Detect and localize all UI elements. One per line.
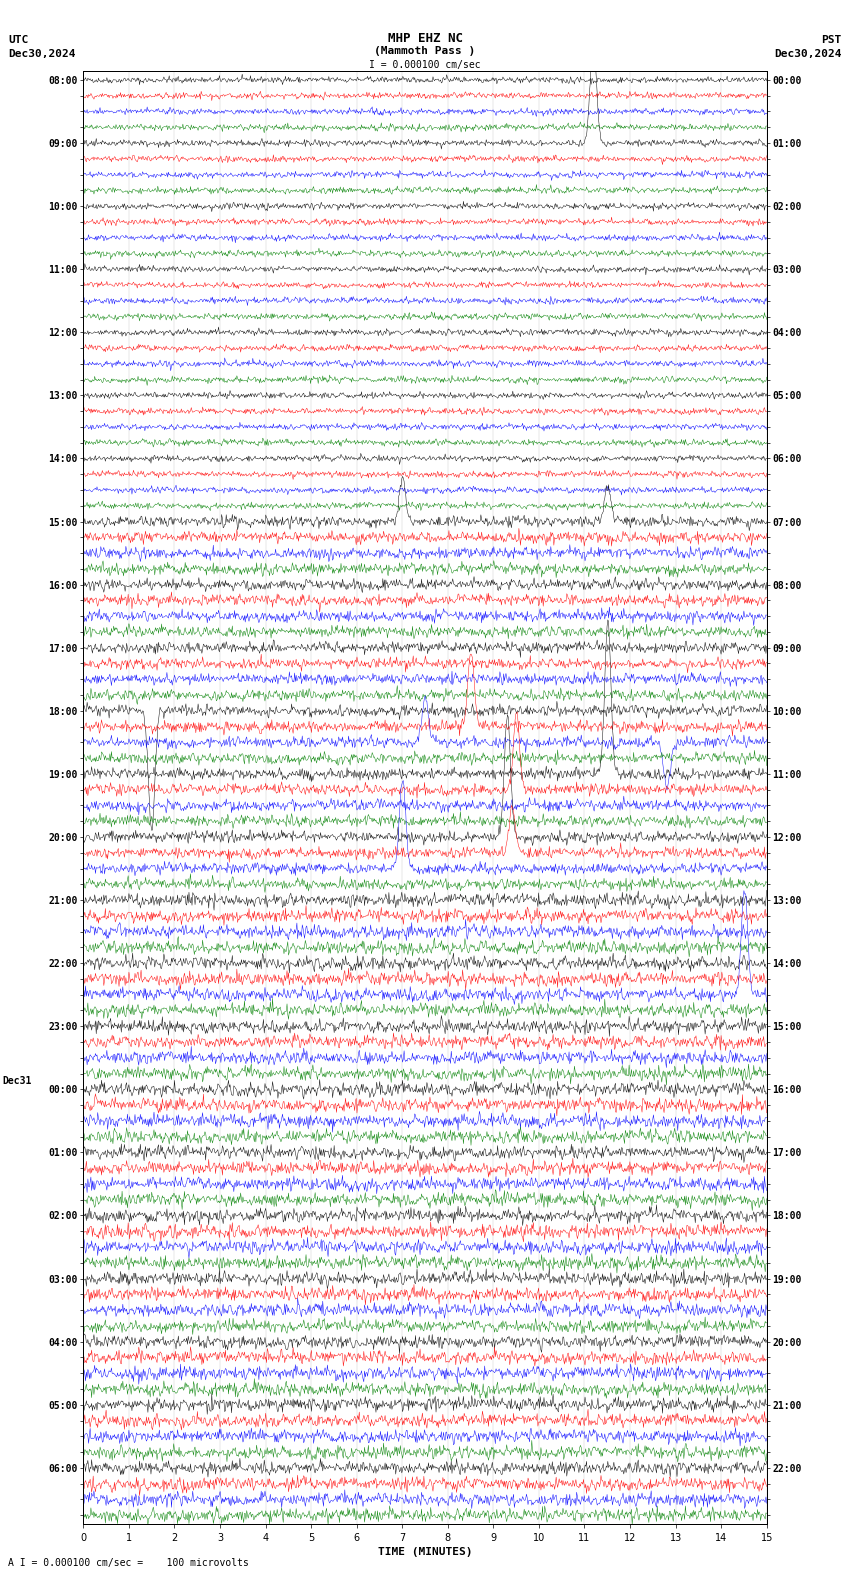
Text: MHP EHZ NC: MHP EHZ NC [388,32,462,44]
Text: A I = 0.000100 cm/sec =    100 microvolts: A I = 0.000100 cm/sec = 100 microvolts [8,1559,249,1568]
Text: PST: PST [821,35,842,44]
Text: (Mammoth Pass ): (Mammoth Pass ) [374,46,476,55]
Text: Dec30,2024: Dec30,2024 [774,49,842,59]
Text: Dec31: Dec31 [3,1077,32,1087]
Text: UTC: UTC [8,35,29,44]
X-axis label: TIME (MINUTES): TIME (MINUTES) [377,1548,473,1557]
Text: I = 0.000100 cm/sec: I = 0.000100 cm/sec [369,60,481,70]
Text: Dec30,2024: Dec30,2024 [8,49,76,59]
